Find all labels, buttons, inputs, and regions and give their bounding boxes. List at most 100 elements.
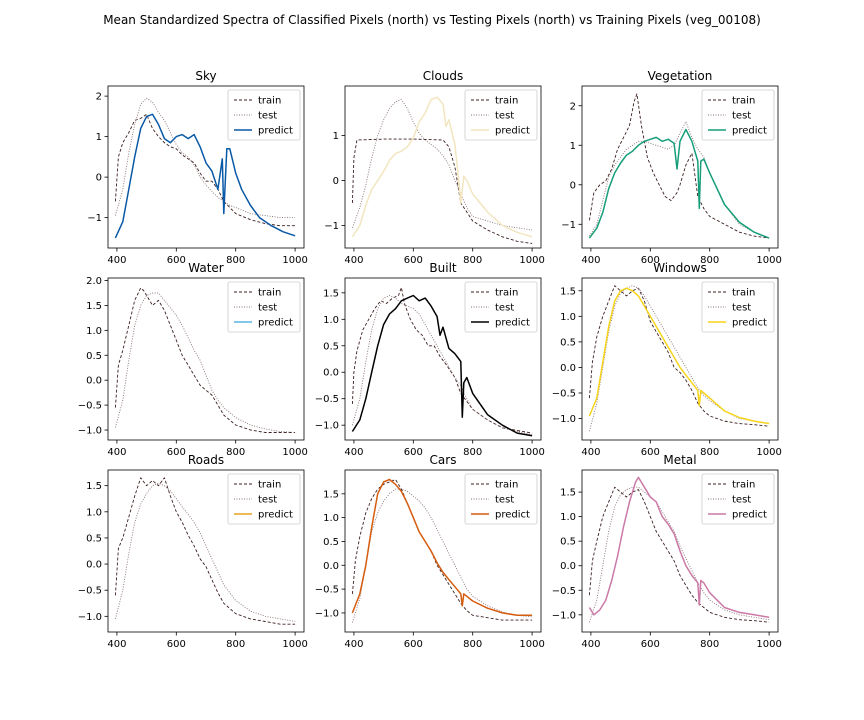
- legend-box: [701, 89, 775, 141]
- legend-test-label: test: [258, 111, 277, 122]
- legend: train test predict: [464, 473, 538, 525]
- legend-train-label: train: [495, 288, 518, 299]
- x-tick-label: 600: [404, 639, 423, 650]
- series-train-line: [588, 486, 770, 623]
- subplot-title: Built: [429, 261, 457, 275]
- legend-test-label: test: [495, 111, 514, 122]
- y-tick-label: 1.0: [86, 507, 102, 518]
- y-tick-label: 1.5: [86, 481, 102, 492]
- legend-train-label: train: [258, 480, 281, 491]
- y-tick-label: 0.5: [323, 537, 339, 548]
- legend-box: [227, 281, 301, 333]
- y-tick-label: 0.5: [86, 533, 102, 544]
- y-tick-label: 0: [96, 173, 102, 184]
- y-tick-label: 0: [333, 176, 339, 187]
- legend-train-label: train: [732, 288, 755, 299]
- subplot-title: Water: [188, 261, 224, 275]
- legend-box: [701, 281, 775, 333]
- series-train-line: [588, 93, 770, 239]
- y-tick-label: −1.0: [315, 608, 339, 619]
- axes-frame: [581, 469, 779, 633]
- series-test-line: [351, 295, 533, 436]
- subplot-built: Built 400 600 800 1000 −1.0 −0.5 0.0 0.5 1.0 1.5 tr…: [315, 261, 545, 458]
- y-tick-label: 0.5: [323, 341, 339, 352]
- x-tick-label: 600: [167, 447, 186, 458]
- legend-test-label: test: [495, 303, 514, 314]
- y-tick-label: −0.5: [78, 401, 102, 412]
- legend: train test predict: [464, 281, 538, 333]
- y-tick-label: 2: [570, 101, 576, 112]
- legend-predict-label: predict: [495, 126, 530, 137]
- y-tick-label: −0.5: [78, 586, 102, 597]
- legend-box: [464, 473, 538, 525]
- axes-frame: [344, 277, 542, 441]
- subplot-title: Cars: [430, 453, 457, 467]
- x-tick-label: 800: [463, 255, 482, 266]
- y-tick-label: 1.0: [323, 315, 339, 326]
- legend-test-label: test: [258, 495, 277, 506]
- x-tick-label: 800: [463, 447, 482, 458]
- series-train-line: [588, 285, 770, 427]
- figure-suptitle: Mean Standardized Spectra of Classified …: [103, 13, 761, 27]
- legend-predict-label: predict: [732, 318, 767, 329]
- legend-test-label: test: [495, 495, 514, 506]
- y-tick-label: −1.0: [552, 414, 576, 425]
- axes-frame: [107, 277, 305, 441]
- legend-box: [227, 473, 301, 525]
- axes-frame: [581, 277, 779, 441]
- y-tick-label: −0.5: [315, 585, 339, 596]
- legend: train test predict: [464, 89, 538, 141]
- y-tick-label: 0.0: [560, 363, 576, 374]
- x-tick-label: 1000: [756, 447, 781, 458]
- y-tick-label: −1: [561, 220, 576, 231]
- legend-train-label: train: [732, 96, 755, 107]
- x-tick-label: 400: [344, 639, 363, 650]
- legend-test-label: test: [732, 303, 751, 314]
- subplot-clouds: Clouds 400 600 800 1000 −1 0 1 train test predict: [324, 69, 545, 266]
- y-tick-label: 1.0: [86, 326, 102, 337]
- y-tick-label: 2.0: [86, 276, 102, 287]
- series-predict-line: [114, 113, 296, 239]
- legend-box: [701, 473, 775, 525]
- x-tick-label: 800: [463, 639, 482, 650]
- series-test-line: [588, 285, 770, 432]
- series-predict-line: [351, 96, 533, 238]
- y-tick-label: −0.5: [552, 388, 576, 399]
- subplot-title: Metal: [663, 453, 696, 467]
- legend-predict-label: predict: [732, 510, 767, 521]
- legend: train test predict: [701, 281, 775, 333]
- x-tick-label: 1000: [519, 639, 544, 650]
- legend-train-label: train: [495, 96, 518, 107]
- y-tick-label: 0.0: [86, 560, 102, 571]
- legend-predict-label: predict: [732, 126, 767, 137]
- legend-test-label: test: [258, 303, 277, 314]
- x-tick-label: 800: [226, 639, 245, 650]
- y-tick-label: 1.5: [560, 488, 576, 499]
- x-tick-label: 600: [404, 255, 423, 266]
- legend-predict-label: predict: [258, 318, 293, 329]
- legend: train test predict: [227, 89, 301, 141]
- legend-train-label: train: [495, 480, 518, 491]
- x-tick-label: 1000: [519, 255, 544, 266]
- subplot-metal: Metal 400 600 800 1000 −1.0 −0.5 0.0 0.5 1.0 1.5 tr…: [552, 453, 782, 650]
- series-train-line: [114, 287, 296, 433]
- legend-train-label: train: [258, 96, 281, 107]
- y-tick-label: 0.5: [560, 537, 576, 548]
- legend: train test predict: [227, 281, 301, 333]
- y-tick-label: 0.0: [86, 376, 102, 387]
- y-tick-label: 0.0: [323, 368, 339, 379]
- y-tick-label: 2: [96, 92, 102, 103]
- axes-frame: [107, 469, 305, 633]
- subplot-water: Water 400 600 800 1000 −1.0 −0.5 0.0 0.5 1.0 1.5 2.…: [78, 261, 308, 458]
- series-predict-line: [588, 128, 770, 239]
- x-tick-label: 400: [107, 255, 126, 266]
- y-tick-label: −1.0: [315, 421, 339, 432]
- subplot-title: Roads: [188, 453, 224, 467]
- x-tick-label: 400: [107, 639, 126, 650]
- axes-frame: [581, 85, 779, 249]
- x-tick-label: 1000: [282, 447, 307, 458]
- x-tick-label: 600: [167, 255, 186, 266]
- series-predict-line: [588, 476, 770, 619]
